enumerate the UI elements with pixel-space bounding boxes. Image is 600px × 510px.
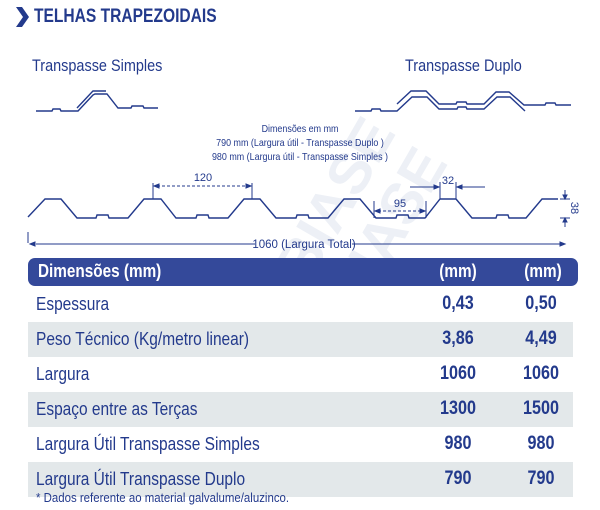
row-value-1: 980 <box>444 433 472 454</box>
dim-120-label: 120 <box>194 172 212 184</box>
table-row: Largura 1060 1060 <box>28 357 573 392</box>
row-label: Peso Técnico (Kg/metro linear) <box>36 329 250 349</box>
dimensions-note: Dimensões em mm 790 mm (Largura útil - T… <box>180 122 420 164</box>
row-label: Espaço entre as Terças <box>36 399 198 419</box>
chevron-right-icon <box>16 7 29 27</box>
dim-38-label: 38 <box>568 202 580 214</box>
header-col2: (mm) <box>524 261 562 281</box>
row-value-1: 1060 <box>440 363 476 384</box>
table-row: Largura Útil Transpasse Duplo 790 790 <box>28 462 573 497</box>
table-header: Dimensões (mm) (mm) (mm) <box>28 258 578 286</box>
row-value-2: 980 <box>527 433 555 454</box>
dim-32-label: 32 <box>442 175 454 187</box>
row-value-1: 1300 <box>440 398 476 419</box>
row-value-2: 1500 <box>523 398 559 419</box>
transpasse-duplo-diagram <box>355 90 571 112</box>
header-label: Dimensões (mm) <box>38 261 162 281</box>
profile-drawings: 120 95 32 38 1060 (Largura Total) <box>27 90 580 251</box>
dimensions-note-line2: 790 mm (Largura útil - Transpasse Duplo … <box>216 137 384 149</box>
row-value-1: 0,43 <box>442 293 474 314</box>
row-label: Largura Útil Transpasse Simples <box>36 434 260 454</box>
row-value-2: 4,49 <box>525 328 557 349</box>
row-value-2: 0,50 <box>525 293 557 314</box>
row-value-1: 3,86 <box>442 328 474 349</box>
transpasse-simples-label: Transpasse Simples <box>32 56 163 75</box>
dimensions-note-line1: Dimensões em mm <box>261 123 339 135</box>
table-row: Espessura 0,43 0,50 <box>28 287 573 322</box>
row-value-2: 1060 <box>523 363 559 384</box>
row-label: Largura <box>36 364 90 384</box>
dimensions-table: Dimensões (mm) (mm) (mm) Espessura 0,43 … <box>28 258 578 497</box>
header-col1: (mm) <box>439 261 477 281</box>
row-label: Largura Útil Transpasse Duplo <box>36 469 246 489</box>
page-title: TELHAS TRAPEZOIDAIS <box>34 6 217 27</box>
row-value-2: 790 <box>527 468 555 489</box>
row-value-1: 790 <box>444 468 472 489</box>
main-profile-diagram <box>27 198 558 219</box>
footnote: * Dados referente ao material galvalume/… <box>36 490 290 505</box>
table-row: Largura Útil Transpasse Simples 980 980 <box>28 427 573 462</box>
page-header: TELHAS TRAPEZOIDAIS <box>14 6 257 28</box>
dim-95-label: 95 <box>394 198 406 210</box>
row-label: Espessura <box>36 294 110 314</box>
transpasse-simples-diagram <box>36 90 158 112</box>
total-width-label: 1060 (Largura Total) <box>252 239 356 251</box>
table-row: Peso Técnico (Kg/metro linear) 3,86 4,49 <box>28 322 573 357</box>
transpasse-duplo-label: Transpasse Duplo <box>405 56 522 75</box>
dimensions-note-line3: 980 mm (Largura útil - Transpasse Simple… <box>211 151 389 163</box>
table-row: Espaço entre as Terças 1300 1500 <box>28 392 573 427</box>
